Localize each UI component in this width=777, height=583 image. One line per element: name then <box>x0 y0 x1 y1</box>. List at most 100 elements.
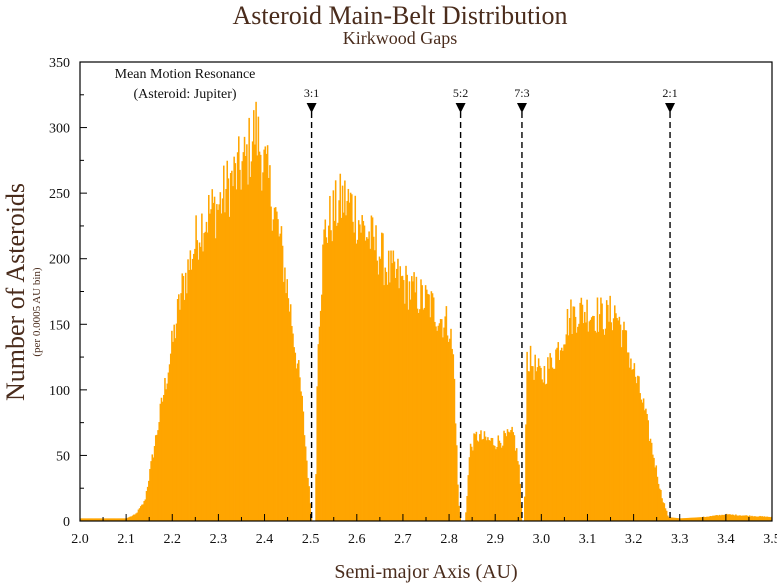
histogram-bar <box>400 276 403 521</box>
histogram-bar <box>80 518 82 521</box>
histogram-bar <box>261 190 263 521</box>
histogram-bar <box>258 151 261 521</box>
histogram-bar <box>407 309 410 521</box>
histogram-bar <box>191 258 194 521</box>
histogram-bar <box>691 517 693 521</box>
histogram-bar <box>519 483 521 521</box>
histogram-bar <box>645 408 647 521</box>
histogram-bar <box>228 216 231 522</box>
histogram-bar <box>529 345 532 521</box>
histogram-bar <box>293 347 295 521</box>
histogram-bar <box>450 328 452 521</box>
histogram-bar <box>605 300 608 521</box>
histogram-bar <box>227 178 230 522</box>
histogram-bar <box>382 233 384 521</box>
histogram-bar <box>590 317 593 521</box>
histogram-bar <box>104 518 106 521</box>
histogram-bar <box>190 269 193 521</box>
histogram-bar <box>224 212 226 521</box>
histogram-bar <box>616 318 618 521</box>
histogram-bar <box>272 219 275 521</box>
histogram-bar <box>527 371 530 521</box>
histogram-bar <box>156 434 158 521</box>
histogram-bar <box>390 250 392 521</box>
histogram-bar <box>432 297 435 521</box>
histogram-bar <box>641 402 644 521</box>
histogram-bar <box>656 476 659 521</box>
histogram-bar <box>472 450 474 521</box>
histogram-bar <box>640 399 643 521</box>
histogram-bar <box>510 429 512 521</box>
histogram-bar <box>567 335 570 521</box>
histogram-bar <box>637 375 639 521</box>
histogram-bar <box>664 508 667 521</box>
histogram-bar <box>235 189 238 522</box>
histogram-bar <box>753 516 756 521</box>
histogram-bar <box>703 516 706 521</box>
histogram-bar <box>88 518 90 521</box>
histogram-bar <box>360 232 362 522</box>
histogram-bar <box>397 258 399 521</box>
histogram-bar <box>735 514 737 521</box>
histogram-bar <box>175 323 178 521</box>
histogram-bar <box>171 330 173 521</box>
histogram-bar <box>603 334 606 521</box>
histogram-bar <box>699 517 701 521</box>
histogram-bar <box>515 448 518 521</box>
histogram-bar <box>412 281 414 521</box>
histogram-bar <box>671 517 674 521</box>
histogram-bar <box>174 338 177 521</box>
histogram-bar <box>625 330 628 521</box>
histogram-bar <box>607 304 609 521</box>
histogram-bar <box>209 213 211 521</box>
histogram-bars <box>80 101 773 522</box>
histogram-bar <box>264 146 267 521</box>
histogram-bar <box>81 518 83 521</box>
histogram-bar <box>759 515 761 521</box>
histogram-bar <box>129 516 132 521</box>
histogram-bar <box>94 518 97 521</box>
histogram-bar <box>250 161 253 521</box>
histogram-bar <box>141 504 143 521</box>
histogram-bar <box>660 489 662 521</box>
histogram-bar <box>330 230 332 522</box>
histogram-bar <box>213 196 216 521</box>
histogram-bar <box>295 368 298 521</box>
histogram-bar <box>217 209 219 521</box>
histogram-bar <box>182 275 185 521</box>
histogram-bar <box>480 430 482 521</box>
histogram-bar <box>539 365 541 521</box>
histogram-bar <box>317 344 320 521</box>
histogram-bar <box>652 454 654 521</box>
histogram-bar <box>137 509 140 521</box>
histogram-bar <box>444 316 446 521</box>
histogram-bar <box>549 353 551 521</box>
histogram-bar <box>673 517 676 521</box>
histogram-bar <box>646 413 648 521</box>
histogram-bar <box>536 367 539 521</box>
histogram-bar <box>657 483 660 521</box>
histogram-bar <box>145 491 148 521</box>
histogram-bar <box>214 238 217 521</box>
histogram-bar <box>563 344 565 521</box>
histogram-bar <box>413 272 415 521</box>
histogram-bar <box>411 276 413 521</box>
histogram-bar <box>242 152 245 521</box>
histogram-bar <box>766 516 768 521</box>
histogram-bar <box>315 474 317 521</box>
histogram-bar <box>437 325 440 521</box>
histogram-bar <box>477 441 480 521</box>
resonance-marker-icon <box>306 103 317 113</box>
histogram-bar <box>116 518 119 521</box>
y-tick-label: 200 <box>49 253 70 268</box>
histogram-bar <box>119 518 121 521</box>
histogram-bar <box>632 369 634 521</box>
histogram-bar <box>291 325 293 521</box>
histogram-bar <box>349 192 352 521</box>
histogram-bar <box>470 446 473 521</box>
histogram-bar <box>600 297 602 521</box>
histogram-bar <box>528 371 531 521</box>
histogram-bar <box>239 169 241 521</box>
histogram-bar <box>112 518 114 521</box>
histogram-bar <box>765 517 767 521</box>
